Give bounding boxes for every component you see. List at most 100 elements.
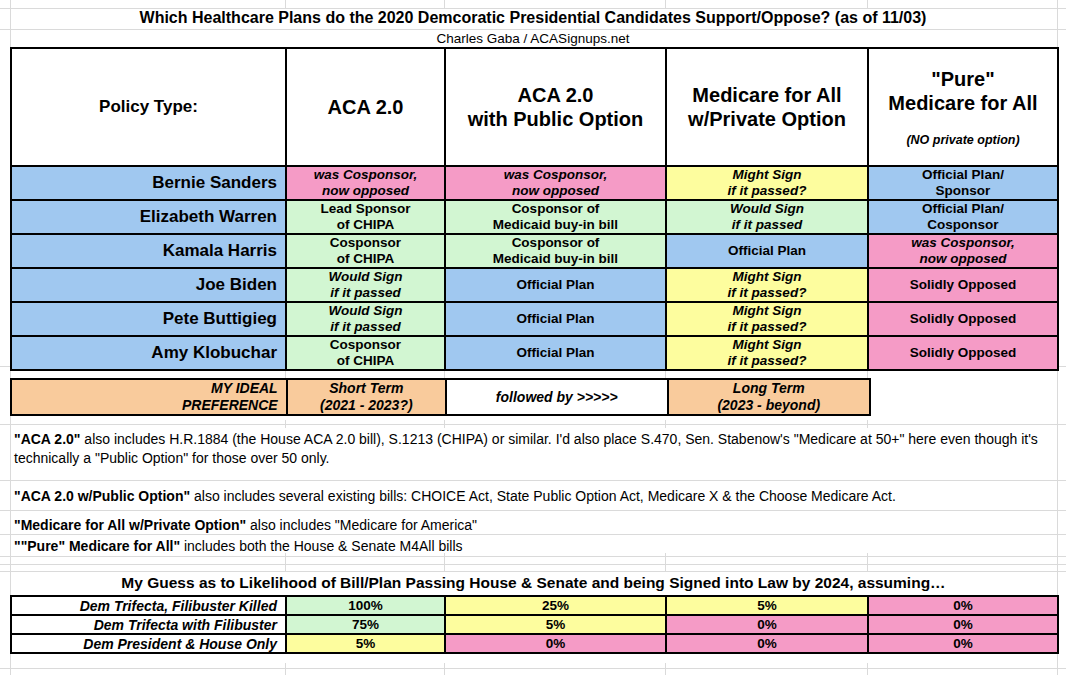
page-title: Which Healthcare Plans do the 2020 Demco… [0,9,1066,27]
table-row: Joe Biden Would Sign if it passed Offici… [11,268,1058,302]
plan-cell: Official Plan [445,336,666,370]
plan-cell: Might Sign if it passed? [666,302,868,336]
gridline [0,668,1066,669]
plan-cell: Official Plan/ Cosponsor [868,200,1058,234]
plan-cell: Would Sign if it passed [286,302,445,336]
gridline [285,420,286,428]
plan-cell: Would Sign if it passed [286,268,445,302]
plan-cell: Cosponsor of Medicaid buy-in bill [445,234,666,268]
likelihood-value: 0% [445,634,666,653]
support-matrix-table: Policy Type: ACA 2.0 ACA 2.0 with Public… [10,47,1059,371]
gridline [0,556,1066,557]
footnote-pure-m4a: ""Pure" Medicare for All" includes both … [14,537,1054,556]
plan-cell: Lead Sponsor of CHIPA [286,200,445,234]
plan-cell: Might Sign if it passed? [666,336,868,370]
gridline [0,510,1066,511]
likelihood-value: 0% [868,634,1058,653]
plan-cell: was Cosponsor, now opposed [286,166,445,200]
table-row: Elizabeth Warren Lead Sponsor of CHIPA C… [11,200,1058,234]
candidate-name: Pete Buttigieg [11,302,286,336]
plan-cell: Solidly Opposed [868,268,1058,302]
plan-cell: Cosponsor of Medicaid buy-in bill [445,200,666,234]
candidate-name: Bernie Sanders [11,166,286,200]
header-pure-m4a-title: "Pure" Medicare for All [869,67,1057,115]
header-pure-m4a: "Pure" Medicare for All (NO private opti… [868,48,1058,166]
table-row: Dem Trifecta with Filibuster 75% 5% 0% 0… [11,615,1058,634]
footnote-aca20-public-option: "ACA 2.0 w/Public Option" also includes … [14,487,1054,506]
scenario-label: Dem Trifecta, Filibuster Killed [11,596,286,615]
candidate-name: Elizabeth Warren [11,200,286,234]
gridline [285,663,286,675]
likelihood-value: 5% [666,596,868,615]
plan-cell: Official Plan [445,302,666,336]
candidate-name: Kamala Harris [11,234,286,268]
likelihood-table: Dem Trifecta, Filibuster Killed 100% 25%… [10,595,1059,654]
table-row: Bernie Sanders was Cosponsor, now oppose… [11,166,1058,200]
gridline [285,0,286,8]
preference-label: MY IDEAL PREFERENCE [11,379,287,415]
gridline [444,420,445,428]
header-aca20: ACA 2.0 [286,48,445,166]
gridline [0,480,1066,481]
gridline [444,663,445,675]
scenario-label: Dem President & House Only [11,634,286,653]
gridline [665,420,666,428]
preference-short-term: Short Term (2021 - 2023?) [287,379,446,415]
likelihood-value: 5% [286,634,445,653]
likelihood-value: 75% [286,615,445,634]
footnote-lead: ""Pure" Medicare for All" [14,538,180,554]
plan-cell: Solidly Opposed [868,302,1058,336]
candidate-name: Joe Biden [11,268,286,302]
likelihood-value: 100% [286,596,445,615]
footnote-lead: "Medicare for All w/Private Option" [14,517,246,533]
likelihood-value: 0% [666,634,868,653]
gridline [665,663,666,675]
gridline [665,0,666,8]
plan-cell: Official Plan [445,268,666,302]
table-header-row: Policy Type: ACA 2.0 ACA 2.0 with Public… [11,48,1058,166]
footnote-lead: "ACA 2.0" [14,431,80,447]
gridline [0,29,1066,30]
plan-cell: Might Sign if it passed? [666,166,868,200]
gridline [867,663,868,675]
plan-cell: Solidly Opposed [868,336,1058,370]
likelihood-value: 0% [666,615,868,634]
gridline [867,0,868,8]
likelihood-value: 0% [868,615,1058,634]
header-policy-type: Policy Type: [11,48,286,166]
gridline [0,571,1066,572]
table-row: Amy Klobuchar Cosponsor of CHIPA Officia… [11,336,1058,370]
footnote-text: also includes several existing bills: CH… [190,488,896,504]
footnote-text: also includes "Medicare for America" [246,517,477,533]
header-pure-m4a-note: (NO private option) [869,133,1057,147]
gridline [0,424,1066,425]
plan-cell: was Cosponsor, now opposed [868,234,1058,268]
likelihood-value: 5% [445,615,666,634]
header-aca20-public-option: ACA 2.0 with Public Option [445,48,666,166]
table-row: Dem Trifecta, Filibuster Killed 100% 25%… [11,596,1058,615]
likelihood-title: My Guess as to Likelihood of Bill/Plan P… [10,574,1057,592]
plan-cell: Cosponsor of CHIPA [286,234,445,268]
table-row: Dem President & House Only 5% 0% 0% 0% [11,634,1058,653]
gridline [444,0,445,8]
plan-cell: was Cosponsor, now opposed [445,166,666,200]
gridline [0,564,1066,565]
page-subtitle: Charles Gaba / ACASignups.net [0,31,1066,46]
scenario-label: Dem Trifecta with Filibuster [11,615,286,634]
table-row: Kamala Harris Cosponsor of CHIPA Cospons… [11,234,1058,268]
spreadsheet-page: Which Healthcare Plans do the 2020 Demco… [0,0,1066,675]
header-m4a-private-option: Medicare for All w/Private Option [666,48,868,166]
footnote-lead: "ACA 2.0 w/Public Option" [14,488,190,504]
gridline [867,420,868,428]
footnote-text: also includes H.R.1884 (the House ACA 2.… [14,431,1038,466]
plan-cell: Might Sign if it passed? [666,268,868,302]
candidate-name: Amy Klobuchar [11,336,286,370]
preference-followed-by: followed by >>>>> [446,379,668,415]
plan-cell: Official Plan/ Sponsor [868,166,1058,200]
likelihood-value: 25% [445,596,666,615]
table-row: Pete Buttigieg Would Sign if it passed O… [11,302,1058,336]
plan-cell: Official Plan [666,234,868,268]
table-row: MY IDEAL PREFERENCE Short Term (2021 - 2… [11,379,870,415]
preference-row: MY IDEAL PREFERENCE Short Term (2021 - 2… [10,378,871,416]
plan-cell: Cosponsor of CHIPA [286,336,445,370]
